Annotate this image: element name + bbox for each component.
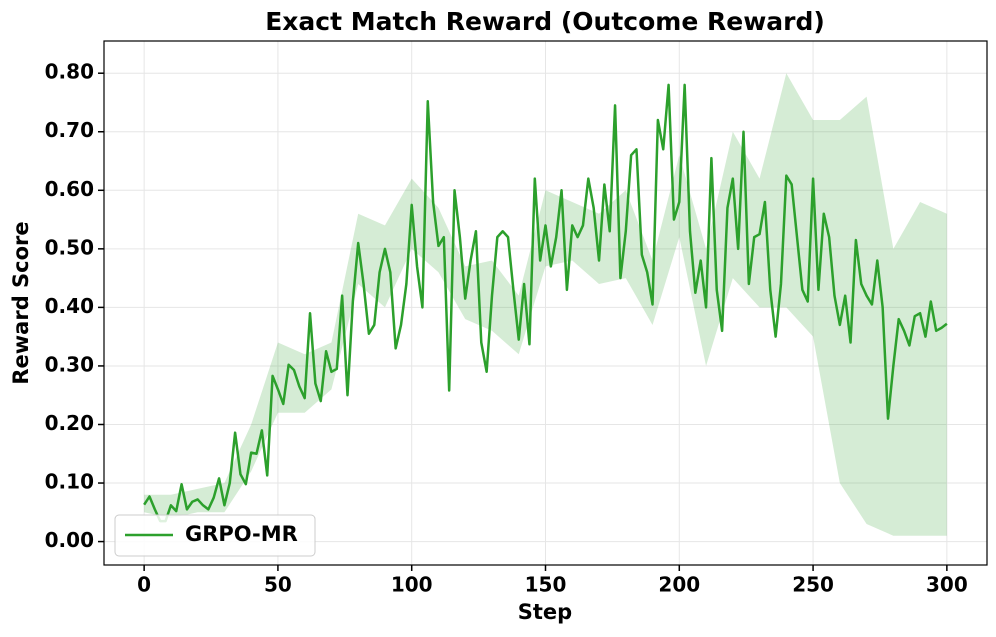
x-axis-label: Step [518,600,572,624]
x-tick-label: 200 [658,573,700,597]
y-axis-label: Reward Score [9,221,33,384]
y-tick-label: 0.40 [45,294,94,318]
x-tick-label: 50 [264,573,292,597]
legend: GRPO-MR [114,514,316,557]
legend-label: GRPO-MR [185,522,298,546]
y-tick-label: 0.70 [45,118,94,142]
y-tick-label: 0.50 [45,235,94,259]
x-tick-label: 300 [926,573,968,597]
x-tick-label: 100 [391,573,433,597]
y-tick-label: 0.30 [45,352,94,376]
x-tick-label: 150 [525,573,567,597]
x-tick-label: 250 [792,573,834,597]
y-tick-label: 0.60 [45,177,94,201]
legend-box [114,514,316,557]
line [143,83,948,523]
x-tick-label: 0 [137,573,151,597]
plot-frame [103,40,988,566]
y-tick-label: 0.80 [45,60,94,84]
y-tick-label: 0.00 [45,528,94,552]
chart-title: Exact Match Reward (Outcome Reward) [265,7,825,36]
y-tick-label: 0.20 [45,411,94,435]
y-tick-label: 0.10 [45,470,94,494]
